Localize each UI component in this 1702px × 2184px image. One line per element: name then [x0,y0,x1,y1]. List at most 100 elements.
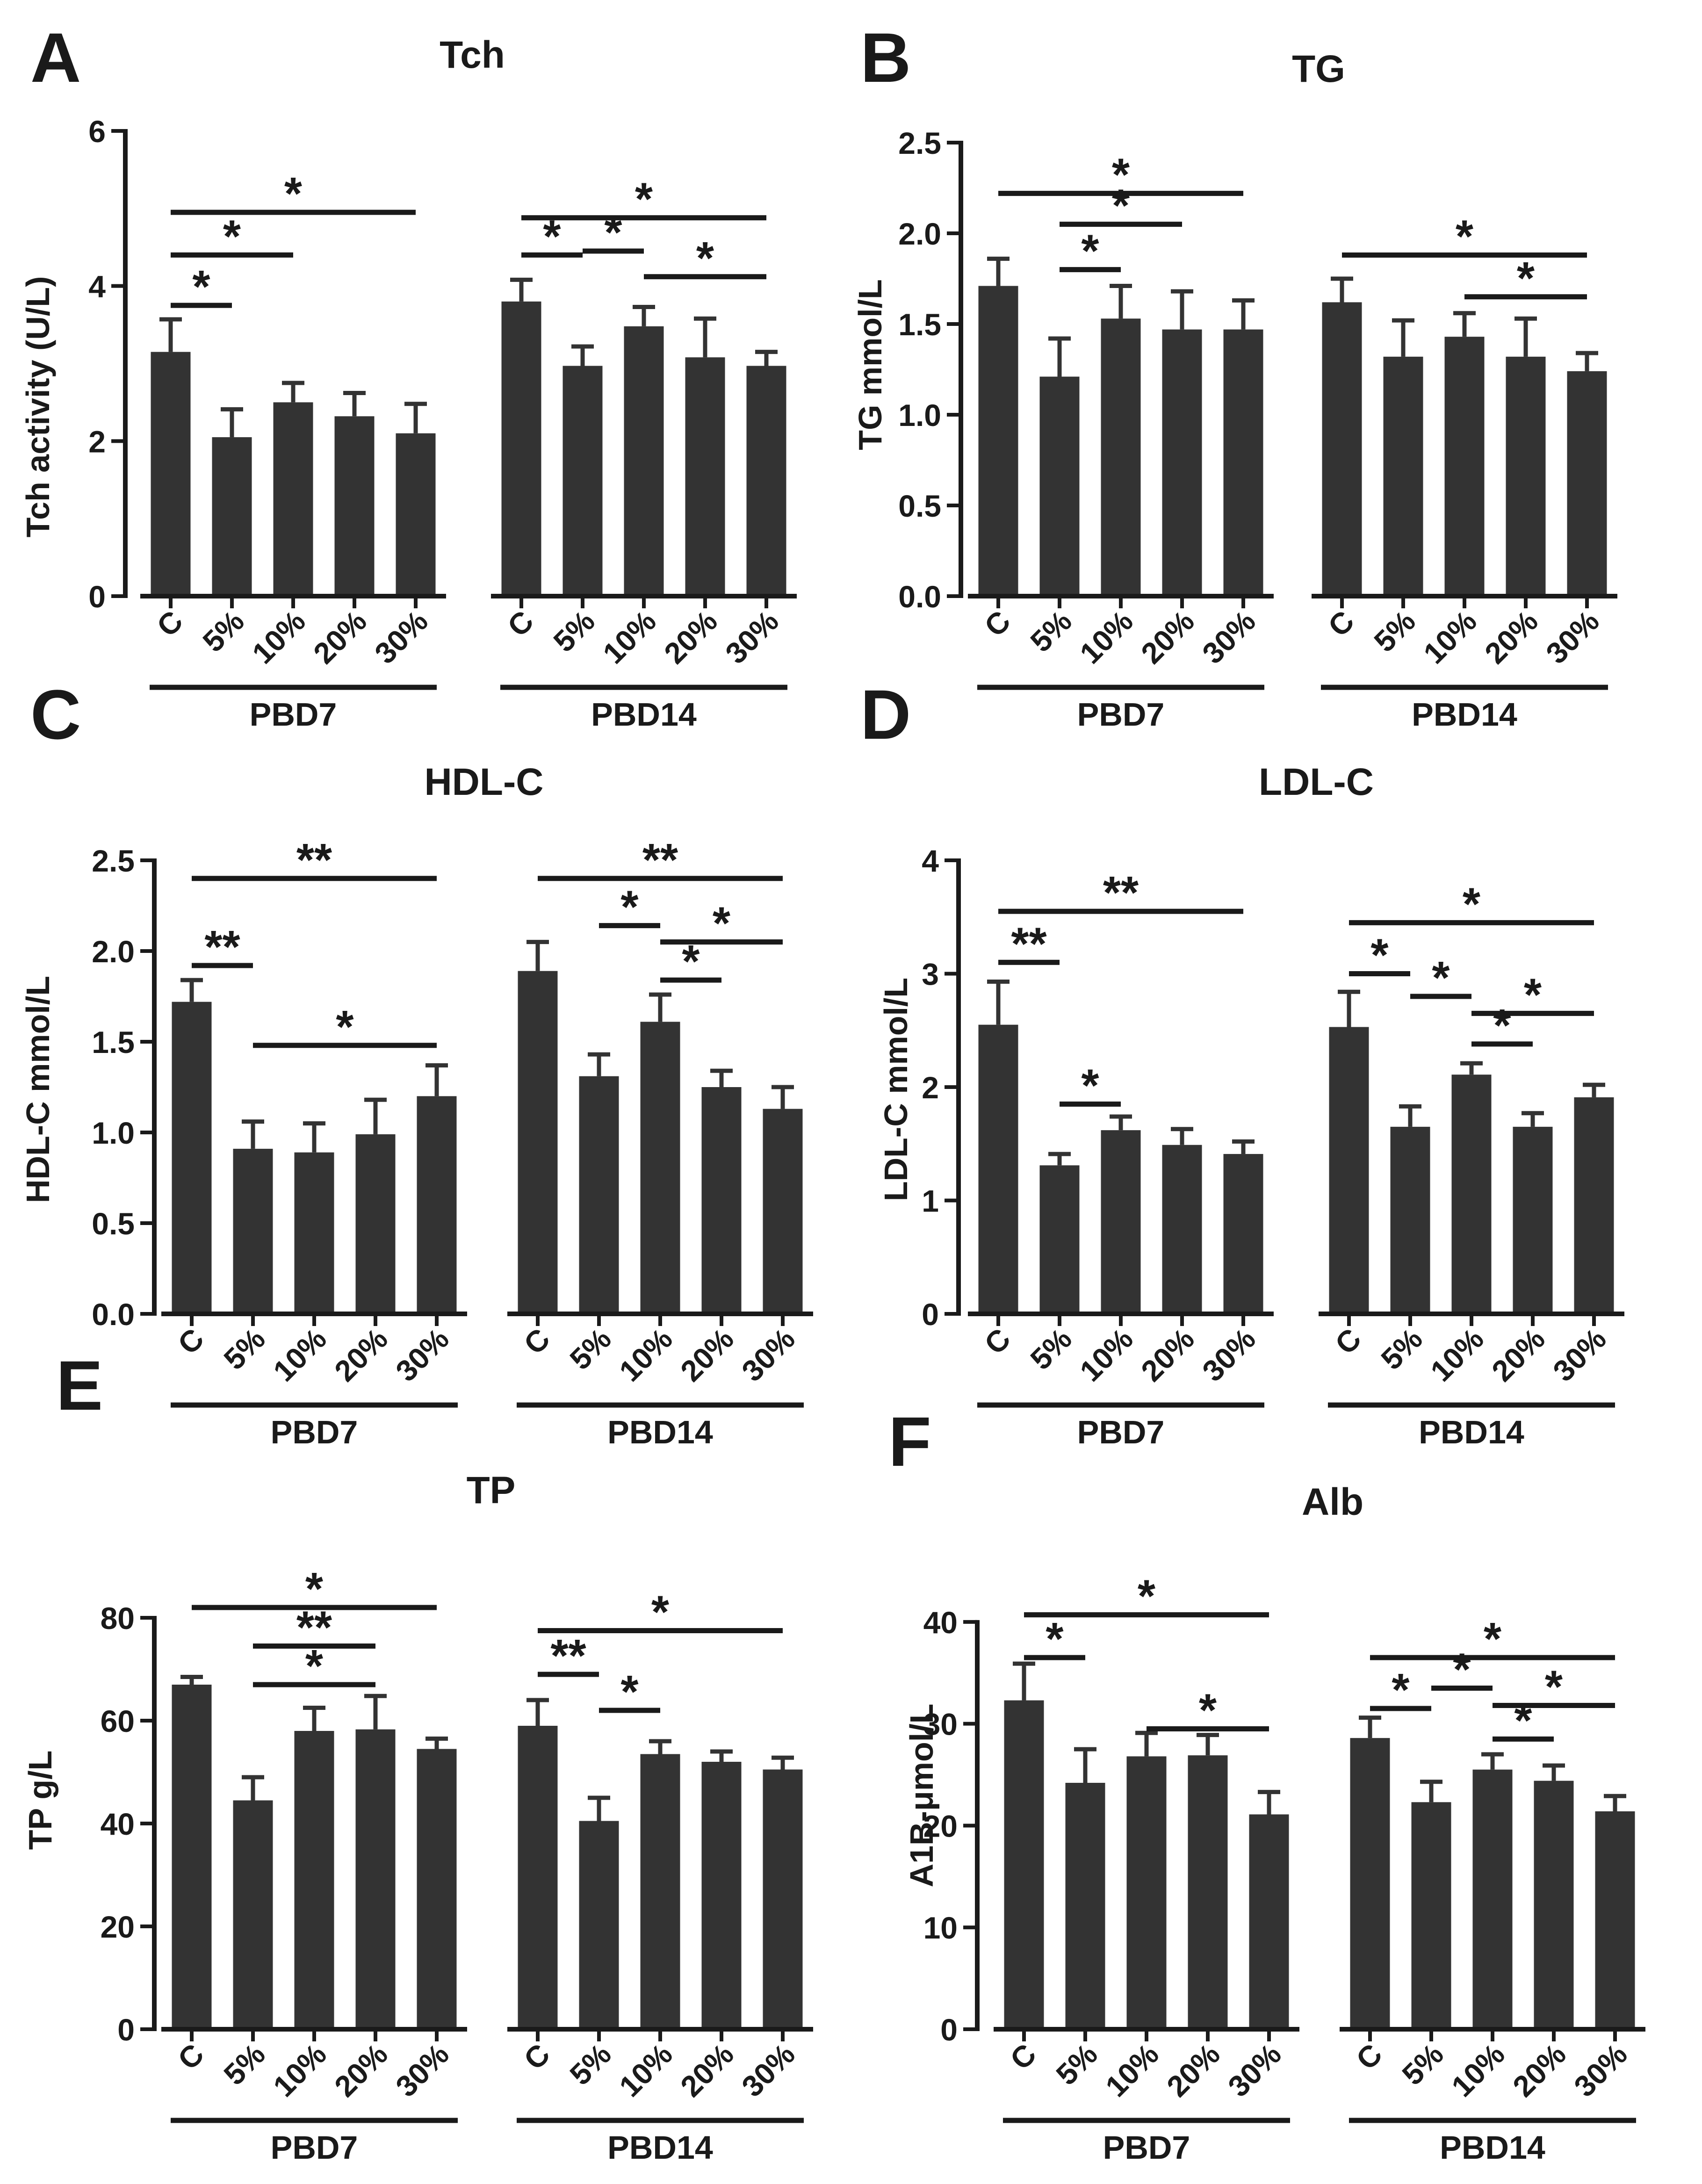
y-tick-label: 40 [101,1807,135,1841]
significance-star: * [223,210,241,262]
bar [1329,1027,1369,1314]
significance-star: * [1545,1661,1563,1712]
x-tick-label: 5% [1368,604,1422,658]
panel-letter: A [30,18,81,97]
x-tick-label: 30% [1546,1322,1612,1388]
group-label: PBD14 [607,1414,713,1450]
y-tick-label: 6 [88,114,106,149]
bar [1065,1782,1105,2029]
bar [978,286,1018,596]
y-axis-label: TP g/L [22,1751,58,1850]
significance-star: * [192,261,210,312]
significance-star: * [1432,952,1450,1003]
significance-star: ** [1103,867,1139,918]
group-label: PBD7 [271,1414,358,1450]
bar [563,366,603,596]
significance-star: * [1484,1613,1502,1665]
significance-star: * [1524,969,1542,1020]
bar [1411,1802,1451,2029]
y-tick-label: 0.0 [898,579,941,614]
bar [1534,1780,1574,2029]
y-tick-label: 1.5 [92,1025,135,1060]
x-tick-label: C [1003,2037,1043,2076]
significance-star: * [620,1666,639,1717]
y-axis-label: HDL-C mmol/L [20,976,56,1203]
y-axis-label: TG mmol/L [852,279,888,450]
significance-star: ** [642,834,678,886]
x-tick-label: C [171,1322,210,1361]
bar [763,1109,803,1314]
bar [579,1821,619,2029]
group-label: PBD7 [1103,2129,1190,2166]
bar-series-pbd7: C 5%10%20%30% PBD7 [968,256,1274,733]
y-tick-label: 10 [923,1910,958,1945]
bar [417,1096,457,1314]
bar [701,1087,742,1314]
bar [1162,329,1202,596]
x-tick-label: 30% [1539,604,1605,670]
bar [685,357,725,596]
panel-letter: C [30,675,81,754]
significance-star: ** [550,1630,586,1681]
x-tick-label: 5% [547,604,601,658]
bar [1350,1738,1390,2029]
significance-star: ** [296,834,332,886]
bar-series-pbd14: C 5%10%20%30% PBD14 [1340,1715,1645,2166]
significance-star: * [604,207,622,258]
chart-title: Tch [440,34,505,76]
significance-star: * [1514,1694,1532,1746]
x-tick-label: 5% [563,1322,618,1376]
bar [763,1769,803,2029]
group-label: PBD7 [1077,696,1165,733]
significance-star: * [305,1640,324,1692]
y-tick-label: 4 [922,843,939,878]
x-tick-label: 5% [217,1322,272,1376]
x-tick-label: 5% [217,2037,272,2091]
x-tick-label: 20% [328,2037,394,2103]
x-tick-label: 10% [267,2037,332,2103]
bar-series-pbd7: C 5%10%20%30% PBD7 [994,1661,1299,2166]
y-tick-label: 1.0 [898,398,941,432]
significance-star: * [336,1001,354,1052]
bar-series-pbd14: C 5%10%20%30% PBD14 [507,1698,813,2166]
x-tick-label: 10% [1073,604,1139,670]
bar [355,1729,396,2029]
x-tick-label: 10% [1099,2037,1165,2103]
x-tick-label: 20% [1134,604,1200,670]
x-tick-label: 20% [657,604,723,670]
x-tick-label: 20% [307,604,373,670]
x-tick-label: C [1349,2037,1389,2076]
x-tick-label: 20% [1160,2037,1226,2103]
significance-star: * [713,898,731,949]
bar-series-pbd7: C 5%10%20%30% PBD7 [161,1675,467,2166]
group-label: PBD14 [1412,696,1517,733]
chart-title: TG [1292,48,1345,90]
x-tick-label: C [501,604,540,643]
significance-star: * [1112,149,1130,201]
x-tick-label: 10% [245,604,311,670]
bar [1444,337,1485,596]
y-tick-label: 0.5 [92,1206,135,1241]
group-label: PBD14 [1440,2129,1545,2166]
x-tick-label: 20% [674,2037,740,2103]
bar [1223,1154,1263,1314]
bar [151,352,191,596]
x-tick-label: 30% [1196,604,1262,670]
y-tick-label: 2.0 [92,934,135,969]
bar-series-pbd14: C 5%10%20%30% PBD14 [507,940,813,1450]
y-axis-label: A1B-μmol/L [903,1704,940,1888]
x-tick-label: 5% [1396,2037,1450,2091]
y-tick-label: 0 [922,1297,939,1332]
x-tick-label: 20% [328,1322,394,1388]
significance-star: * [1081,225,1099,277]
x-tick-label: 30% [389,1322,455,1388]
significance-star: * [1392,1664,1410,1715]
bar [518,971,558,1314]
x-tick-label: 20% [1478,604,1544,670]
bar [1249,1814,1289,2029]
